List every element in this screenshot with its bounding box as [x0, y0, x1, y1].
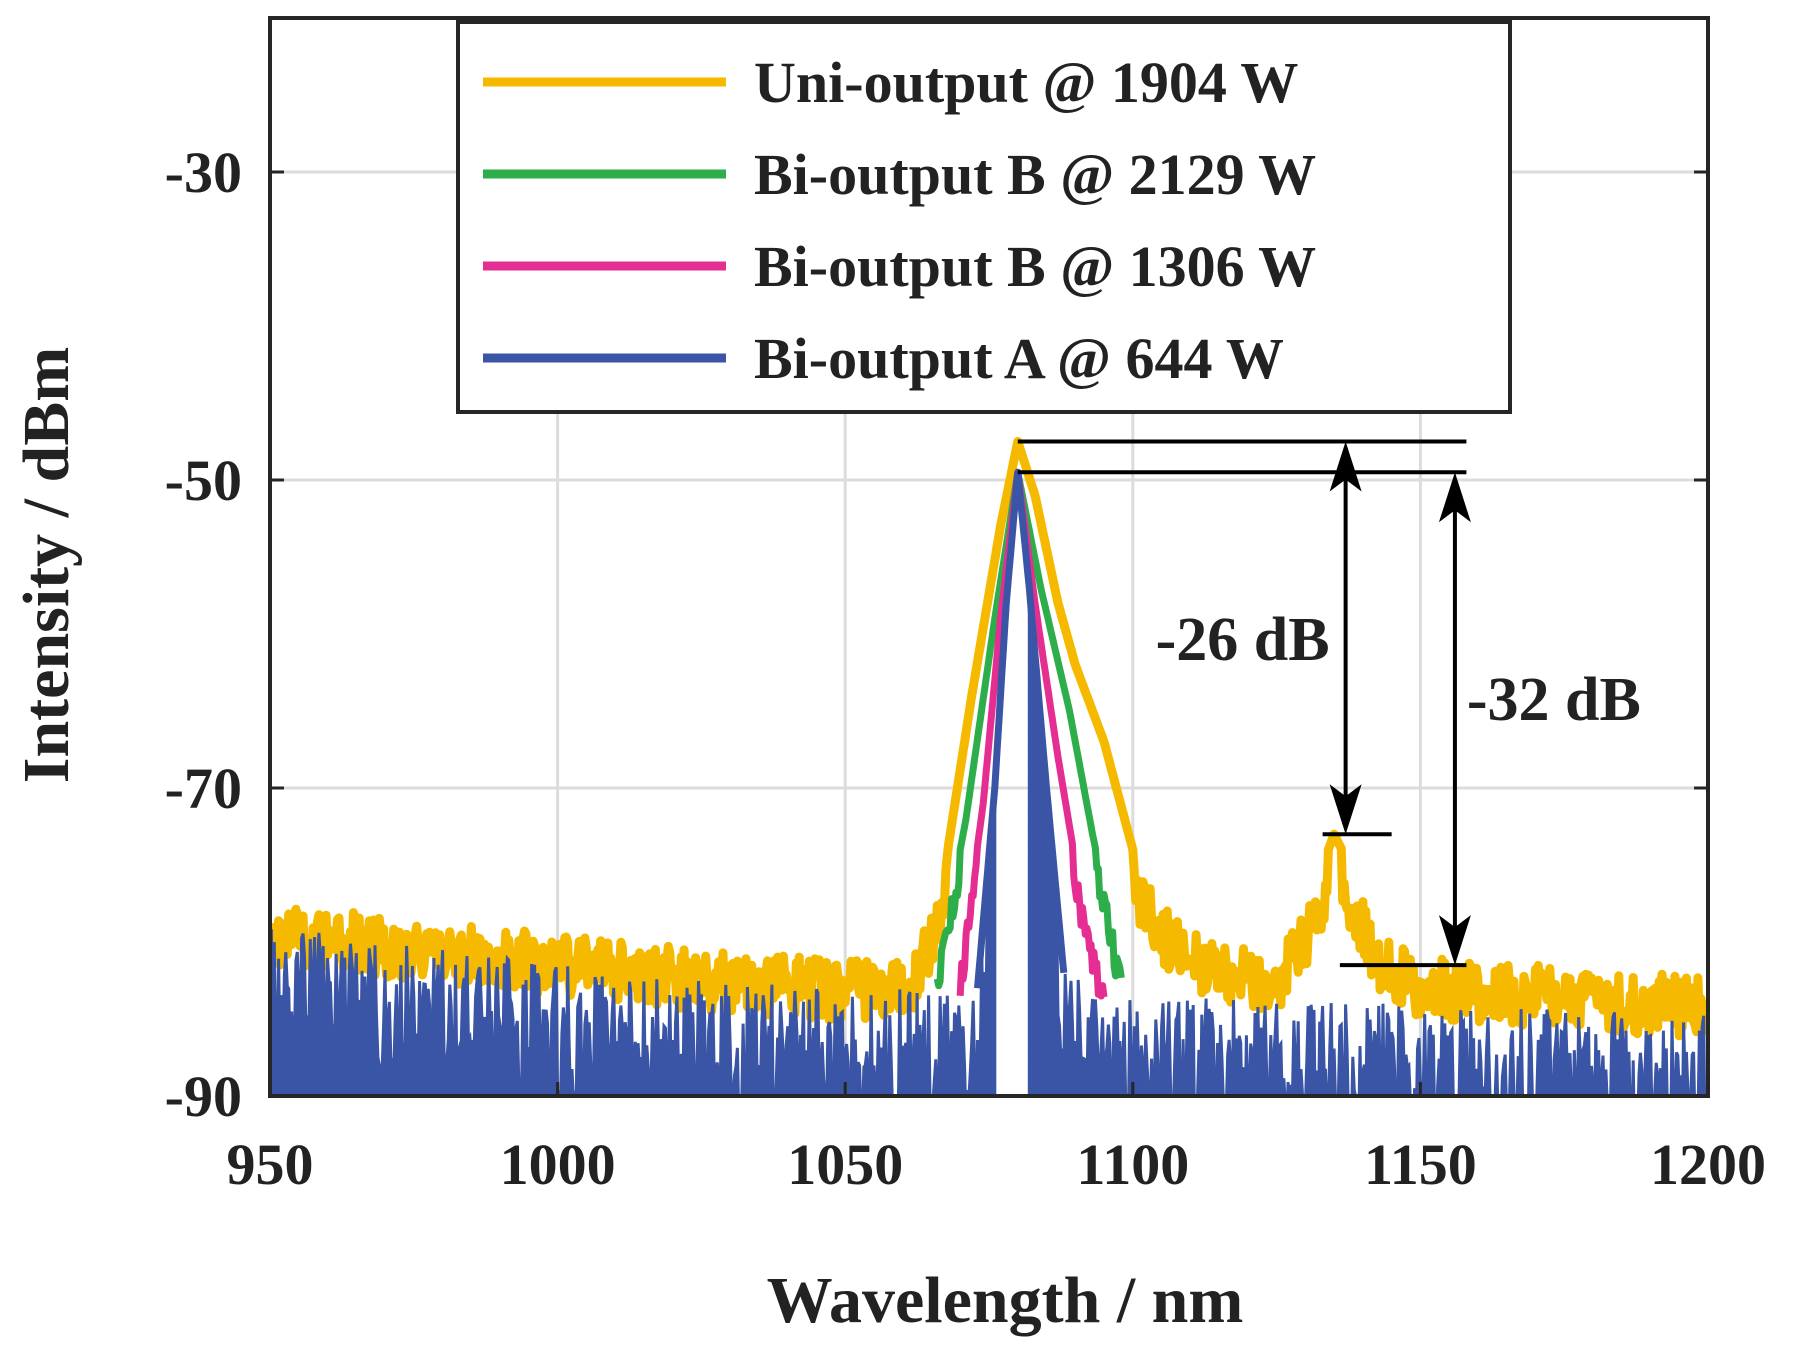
- legend-label: Bi-output B @ 2129 W: [754, 142, 1316, 207]
- series-0: [270, 437, 1708, 1041]
- x-axis-title: Wavelength / nm: [767, 1264, 1244, 1337]
- y-tick-label: -90: [165, 1064, 242, 1129]
- series-trace: [270, 787, 997, 1096]
- series-1: [933, 468, 1125, 990]
- legend: Uni-output @ 1904 W Bi-output B @ 2129 W B…: [456, 20, 1512, 414]
- x-tick-label: 1200: [1650, 1132, 1766, 1197]
- x-tick-label: 1050: [787, 1132, 903, 1197]
- plot-frame: [268, 16, 1710, 1098]
- legend-label: Uni-output @ 1904 W: [754, 50, 1298, 115]
- series-trace: [933, 468, 1125, 990]
- plot-border: [268, 16, 1710, 1098]
- x-tick-label: 950: [227, 1132, 314, 1197]
- y-tick-label: -30: [165, 140, 242, 205]
- x-tick-label: 1000: [500, 1132, 616, 1197]
- series-3: [270, 468, 1708, 1096]
- series-traces: [270, 437, 1708, 1096]
- legend-label: Bi-output A @ 644 W: [754, 326, 1284, 391]
- legend-box: [456, 20, 1512, 414]
- series-trace: [270, 437, 1708, 1041]
- x-tick-label: 1100: [1076, 1132, 1189, 1197]
- arrow-head-up: [1329, 441, 1362, 492]
- tick-labels: 950 1000 1050 1100 1150 1200 -30 -50 -70 -90: [165, 140, 1766, 1197]
- series-trace: [1027, 587, 1708, 1096]
- annotation-32db: -32 dB: [1467, 666, 1641, 734]
- arrow-head-down: [1438, 915, 1471, 966]
- y-tick-label: -50: [165, 448, 242, 513]
- annotations: -26 dB -32 dB: [1017, 439, 1641, 968]
- series-trace: [974, 468, 1068, 989]
- legend-label: Bi-output B @ 1306 W: [754, 234, 1316, 299]
- y-tick-label: -70: [165, 756, 242, 821]
- annotation-26db: -26 dB: [1156, 606, 1330, 674]
- x-tick-label: 1150: [1364, 1132, 1477, 1197]
- arrow-head-down: [1329, 784, 1362, 835]
- y-axis-title: Intensity / dBm: [10, 347, 83, 783]
- arrow-head-up: [1438, 472, 1471, 523]
